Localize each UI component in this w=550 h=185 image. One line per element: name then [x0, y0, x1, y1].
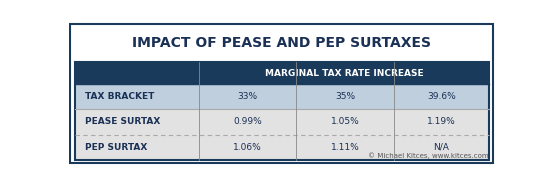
Bar — [75, 62, 489, 84]
Text: 39.6%: 39.6% — [427, 92, 455, 101]
Bar — [75, 135, 489, 160]
Text: 1.05%: 1.05% — [331, 117, 359, 126]
Bar — [75, 62, 489, 160]
Text: 1.19%: 1.19% — [427, 117, 455, 126]
Text: 35%: 35% — [335, 92, 355, 101]
Bar — [75, 109, 489, 135]
Text: 33%: 33% — [238, 92, 258, 101]
Text: IMPACT OF PEASE AND PEP SURTAXES: IMPACT OF PEASE AND PEP SURTAXES — [133, 36, 431, 50]
Text: © Michael Kitces, www.kitces.com: © Michael Kitces, www.kitces.com — [368, 153, 489, 159]
Text: PEP SURTAX: PEP SURTAX — [85, 143, 147, 152]
Text: 1.11%: 1.11% — [331, 143, 359, 152]
Text: 1.06%: 1.06% — [233, 143, 262, 152]
Text: TAX BRACKET: TAX BRACKET — [85, 92, 154, 101]
Text: 0.99%: 0.99% — [233, 117, 262, 126]
Bar — [75, 84, 489, 109]
Text: PEASE SURTAX: PEASE SURTAX — [85, 117, 160, 126]
Text: MARGINAL TAX RATE INCREASE: MARGINAL TAX RATE INCREASE — [265, 68, 424, 78]
Text: N/A: N/A — [433, 143, 449, 152]
